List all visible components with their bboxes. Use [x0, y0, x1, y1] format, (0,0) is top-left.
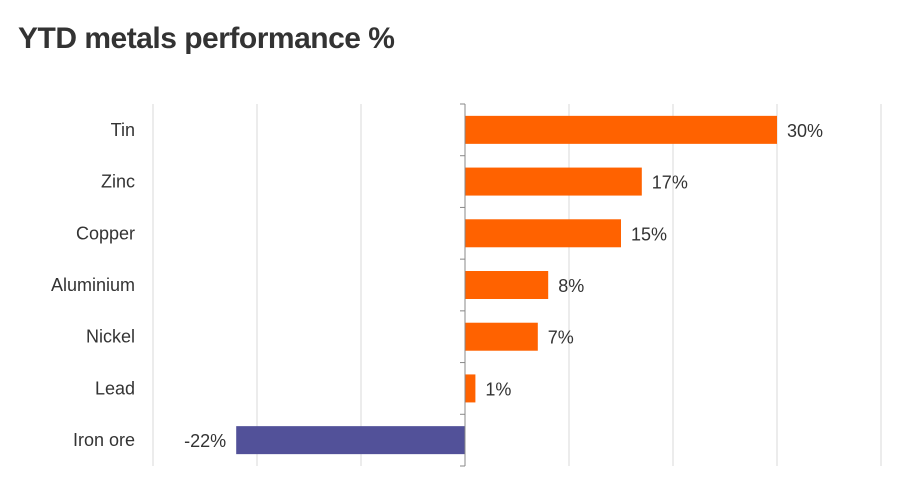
bars: [236, 115, 777, 455]
gridlines: [152, 104, 882, 466]
bar-aluminium: [465, 271, 549, 299]
data-label: 1%: [485, 379, 511, 399]
bar-iron-ore: [236, 426, 465, 455]
bar-tin: [465, 115, 777, 144]
category-label: Tin: [111, 120, 135, 140]
data-label: 17%: [652, 173, 688, 193]
zero-axis: [460, 103, 466, 467]
category-labels: Tin Zinc Copper Aluminium Nickel Lead Iron ore: [51, 120, 135, 450]
bar-copper: [465, 219, 621, 248]
bar-nickel: [465, 322, 538, 351]
category-label: Lead: [95, 378, 135, 398]
category-label: Zinc: [101, 172, 135, 192]
data-label: 15%: [631, 224, 667, 244]
category-label: Nickel: [86, 327, 135, 347]
category-label: Copper: [76, 223, 135, 243]
bar-zinc: [465, 167, 642, 196]
category-label: Iron ore: [73, 430, 135, 450]
chart-title: YTD metals performance %: [18, 22, 395, 55]
data-label: -22%: [184, 431, 226, 451]
category-label: Aluminium: [51, 275, 135, 295]
value-labels: 30% 17% 15% 8% 7% 1% -22%: [184, 121, 823, 451]
data-label: 8%: [558, 276, 584, 296]
data-label: 30%: [787, 121, 823, 141]
data-label: 7%: [548, 328, 574, 348]
bar-lead: [465, 374, 476, 403]
